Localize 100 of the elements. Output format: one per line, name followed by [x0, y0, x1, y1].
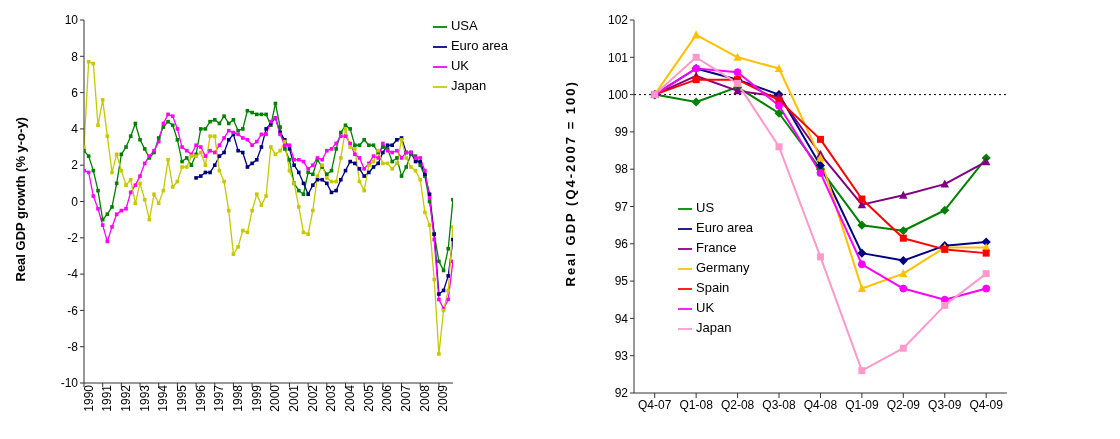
point: [376, 161, 380, 166]
point: [250, 161, 254, 166]
point: [194, 176, 198, 180]
x-tick-label: Q2-09: [886, 397, 921, 412]
point: [212, 163, 217, 167]
y-tick-label: -8: [67, 339, 79, 354]
x-tick-label: Q4-08: [803, 397, 838, 412]
point: [898, 256, 908, 266]
point: [857, 260, 866, 269]
point: [292, 163, 296, 167]
x-tick-label: 2007: [399, 384, 414, 412]
y-tick-label: 99: [614, 125, 629, 140]
x-tick-label: 2001: [286, 384, 301, 412]
x-tick-label: Q4-07: [638, 397, 672, 412]
x-tick-label: Q2-08: [720, 397, 755, 412]
point: [774, 63, 784, 72]
y-tick-label: 8: [71, 49, 79, 64]
point: [857, 284, 867, 293]
y-tick-label: -4: [67, 267, 79, 282]
x-tick-label: 2008: [417, 384, 432, 412]
y-tick-label: 96: [614, 237, 629, 252]
legend-label: Japan: [696, 320, 732, 335]
point: [418, 159, 423, 164]
point: [264, 127, 268, 131]
x-tick-label: 1993: [137, 384, 152, 412]
point: [733, 52, 742, 61]
point: [390, 143, 394, 148]
point: [981, 157, 991, 166]
point: [774, 108, 784, 118]
legend-label: France: [696, 240, 737, 255]
point: [691, 30, 701, 39]
point: [297, 170, 301, 175]
x-tick-label: 1999: [249, 384, 264, 412]
point: [254, 157, 259, 162]
x-tick-label: 1992: [118, 384, 133, 412]
y-tick-label: 94: [614, 311, 629, 326]
x-tick-label: 1996: [193, 384, 208, 412]
point: [217, 154, 222, 158]
x-tick-label: Q3-09: [928, 397, 962, 412]
y-tick-label: 95: [614, 274, 629, 289]
x-tick-label: Q3-08: [762, 397, 797, 412]
point: [236, 148, 240, 153]
point: [311, 183, 315, 187]
point: [427, 192, 432, 197]
point: [857, 248, 867, 258]
point: [898, 226, 908, 236]
point: [208, 170, 212, 175]
point: [287, 147, 292, 151]
point: [446, 274, 451, 278]
point: [733, 86, 742, 95]
point: [385, 143, 390, 148]
point: [325, 181, 329, 186]
point: [858, 367, 866, 375]
x-tick-label: 2004: [343, 384, 358, 412]
point: [816, 253, 824, 261]
point: [348, 159, 352, 164]
point: [982, 284, 991, 293]
y-tick-label: 0: [71, 194, 79, 209]
point: [437, 292, 441, 296]
legend-label: Japan: [450, 78, 487, 93]
y-tick-label: 10: [64, 13, 79, 28]
x-tick-label: 2006: [380, 384, 395, 412]
y-tick-label: 100: [607, 87, 629, 102]
point: [816, 153, 825, 162]
y-tick-label: -10: [60, 376, 79, 391]
point: [381, 150, 385, 155]
point: [245, 165, 250, 169]
point: [222, 150, 226, 155]
x-tick-label: 1994: [156, 384, 171, 412]
point: [691, 97, 701, 107]
legend-label: US: [696, 200, 715, 215]
point: [940, 179, 949, 188]
x-tick-label: Q1-09: [845, 397, 879, 412]
x-tick-label: 2005: [361, 384, 376, 412]
legend-label: USA: [450, 18, 478, 33]
x-tick-label: 1991: [100, 384, 115, 412]
point: [362, 174, 366, 178]
y-axis-title: Real GDP growth (% y-o-y): [12, 117, 28, 282]
y-tick-label: -6: [67, 303, 79, 318]
point: [982, 270, 990, 278]
point: [306, 192, 310, 197]
x-tick-label: Q1-08: [679, 397, 714, 412]
y-tick-label: 4: [71, 122, 79, 137]
point: [733, 68, 742, 77]
y-tick-label: 97: [614, 199, 629, 214]
y-tick-label: 101: [607, 50, 629, 65]
x-tick-label: 2002: [305, 384, 320, 412]
point: [940, 205, 950, 215]
point: [899, 234, 907, 242]
point: [357, 167, 362, 171]
y-tick-label: 102: [607, 13, 629, 28]
x-tick-label: 1995: [174, 384, 189, 412]
legend-label: Germany: [696, 260, 750, 275]
y-tick-label: 93: [614, 348, 629, 363]
legend-label: UK: [696, 300, 715, 315]
point: [816, 135, 824, 143]
legend-label: Spain: [696, 280, 730, 295]
point: [226, 137, 231, 142]
point: [339, 177, 343, 182]
x-tick-label: 2009: [436, 384, 451, 412]
